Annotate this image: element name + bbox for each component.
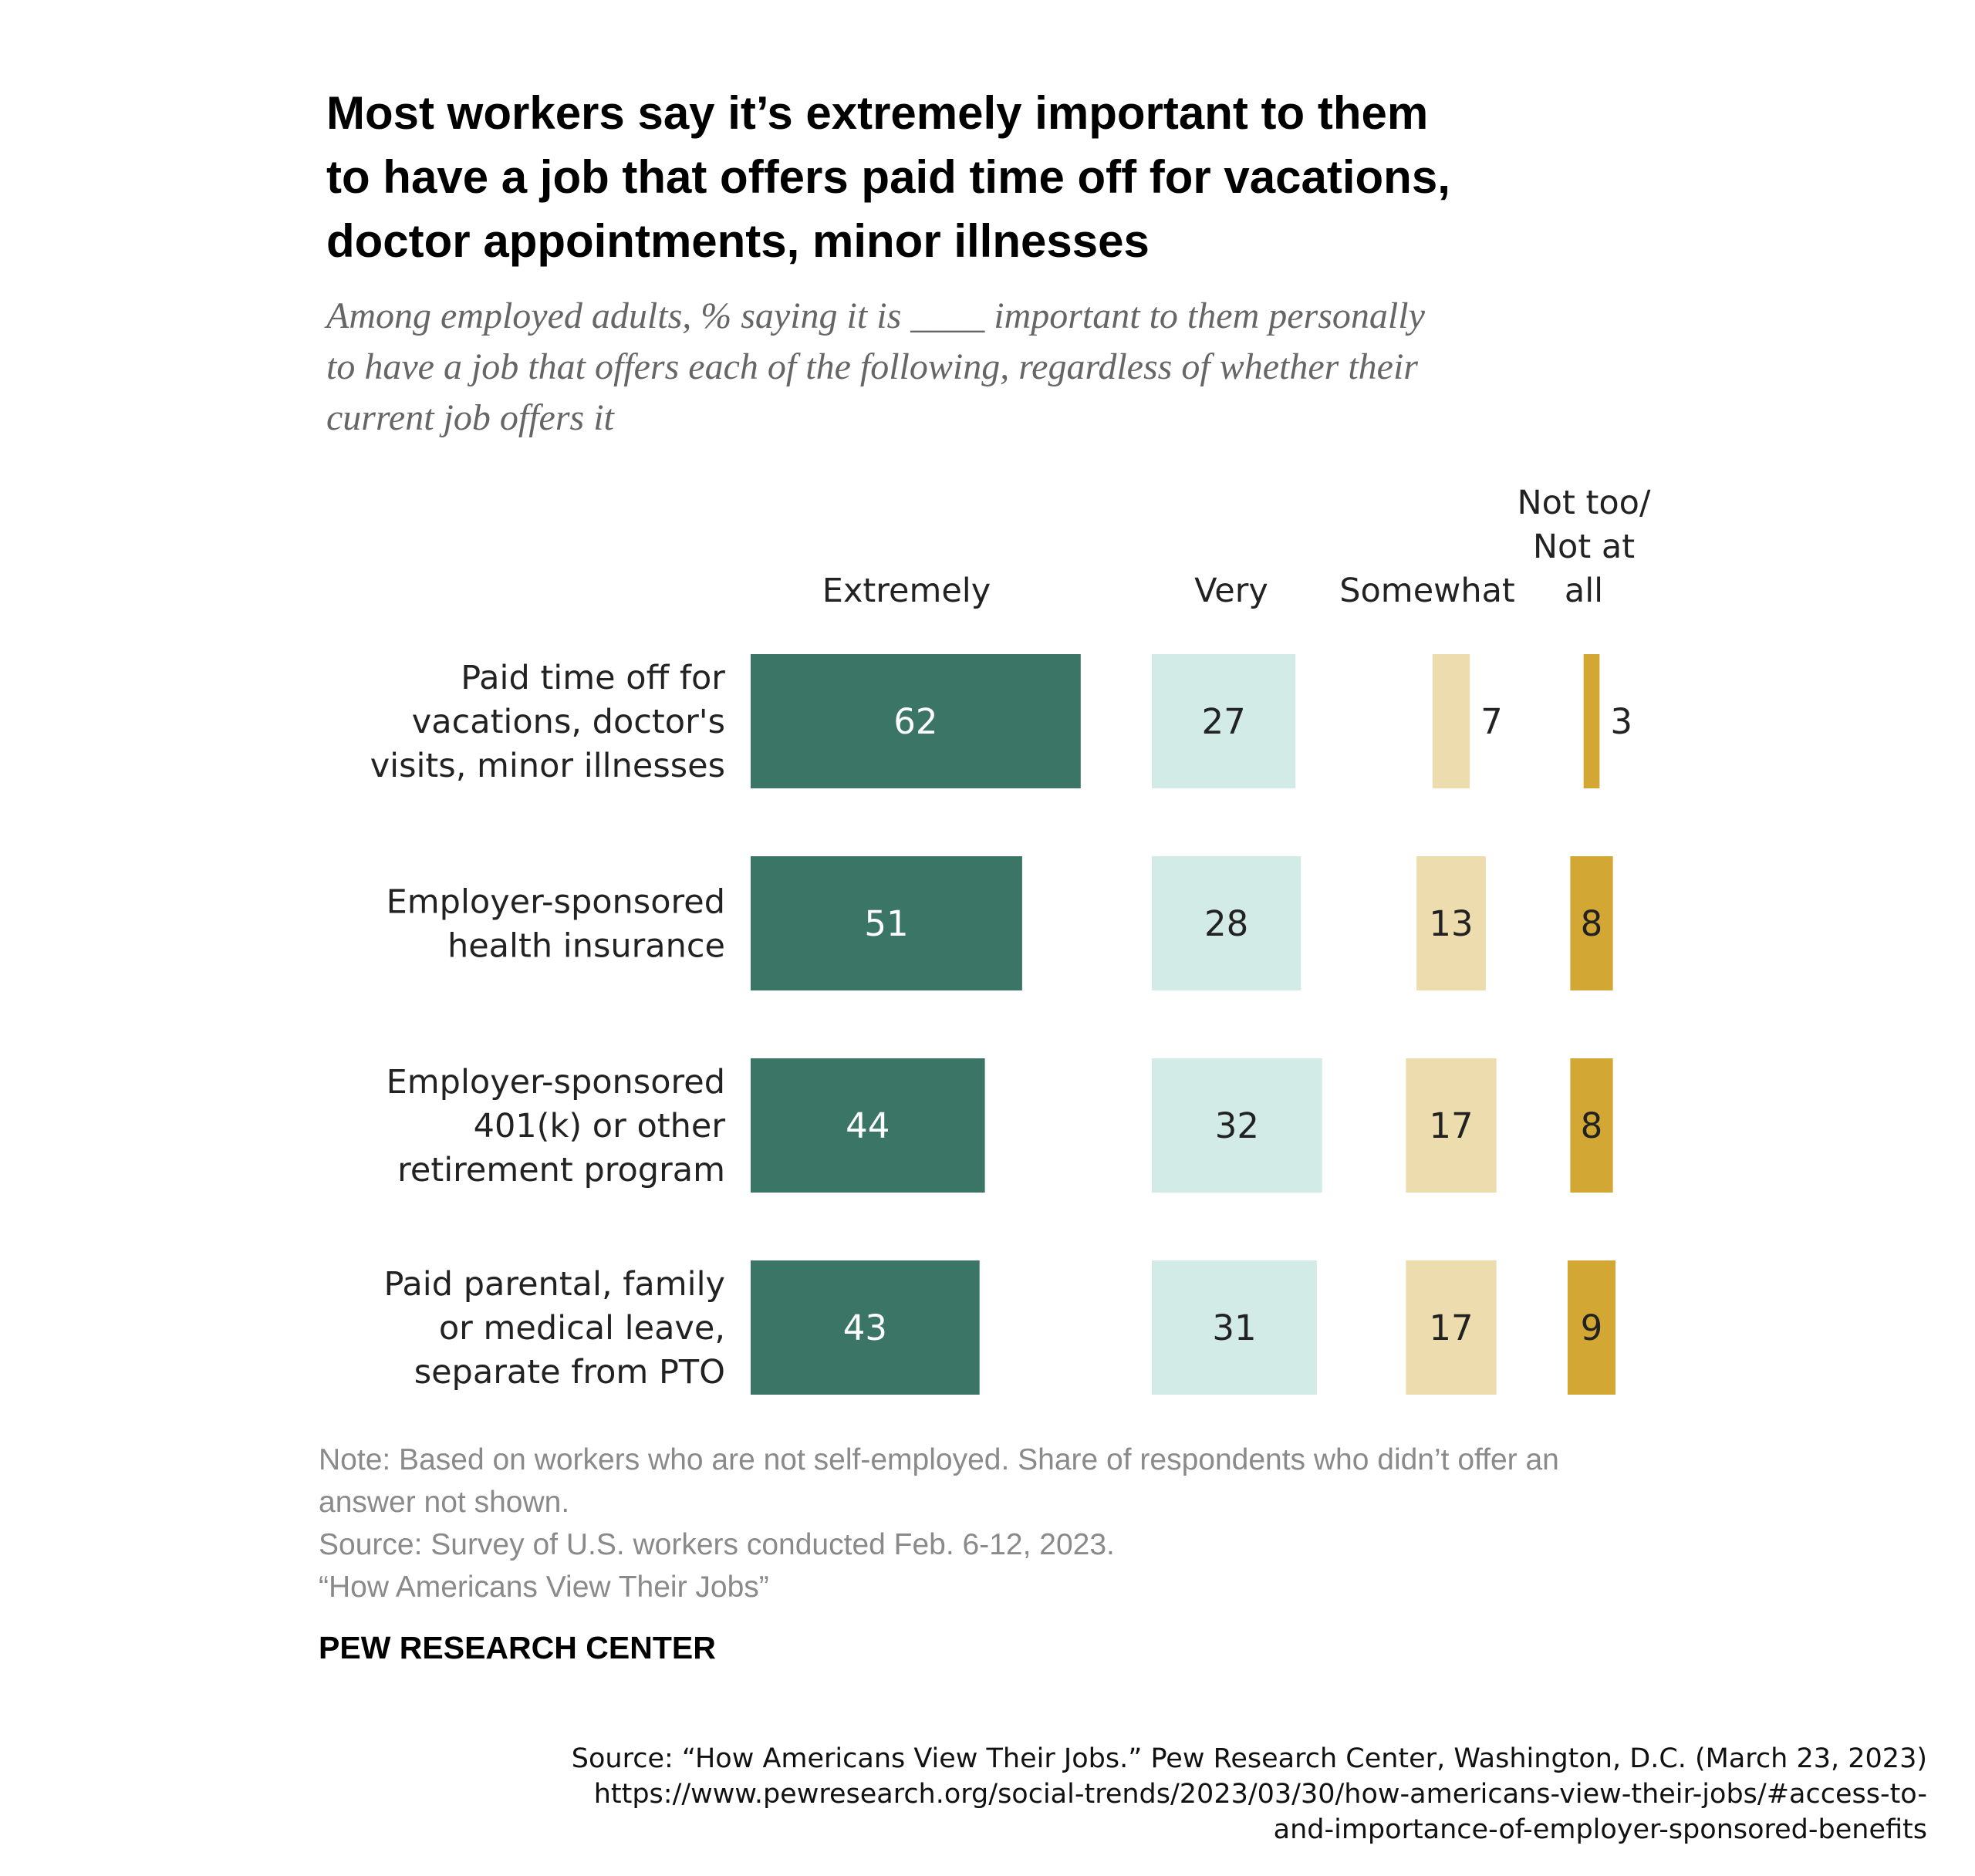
bar-extremely [751, 654, 1081, 788]
data-label: 8 [1581, 1105, 1603, 1146]
category-label: vacations, doctor's [412, 703, 725, 741]
source-line: Source: Survey of U.S. workers conducted… [319, 1528, 1115, 1561]
note-line: answer not shown. [319, 1486, 570, 1519]
data-label: 28 [1204, 903, 1248, 944]
data-label: 8 [1581, 903, 1603, 944]
bar-somewhat [1406, 1260, 1497, 1395]
chart-note: Note: Based on workers who are not self-… [319, 1439, 1707, 1608]
bar-very [1152, 1260, 1317, 1395]
category-label: Paid time off for [461, 659, 725, 697]
credit-line: Source: “How Americans View Their Jobs.”… [571, 1743, 1927, 1774]
data-label: 43 [843, 1307, 887, 1348]
credit-url-line[interactable]: https://www.pewresearch.org/social-trend… [593, 1779, 1927, 1810]
note-line: Note: Based on workers who are not self-… [319, 1443, 1559, 1476]
bar-very [1152, 856, 1301, 990]
data-label: 27 [1202, 701, 1246, 742]
bar-extremely [751, 1058, 985, 1193]
data-label: 51 [864, 903, 908, 944]
bar-somewhat [1406, 1058, 1497, 1193]
chart-title-line: to have a job that offers paid time off … [326, 151, 1450, 203]
bar-extremely [751, 856, 1022, 990]
category-label: health insurance [447, 927, 725, 966]
report-title-line: “How Americans View Their Jobs” [319, 1571, 769, 1604]
column-header-not-too-not-at-all: Not at [1533, 528, 1635, 566]
column-header-somewhat: Somewhat [1339, 572, 1515, 610]
data-label: 3 [1610, 701, 1632, 742]
data-label: 17 [1429, 1307, 1473, 1348]
data-label: 44 [846, 1105, 890, 1146]
column-header-very: Very [1194, 572, 1268, 610]
data-label: 17 [1429, 1105, 1473, 1146]
data-label: 9 [1581, 1307, 1603, 1348]
data-label: 62 [893, 701, 937, 742]
chart-subtitle-line: to have a job that offers each of the fo… [326, 346, 1418, 387]
brand-logo-text: PEW RESEARCH CENTER [319, 1630, 716, 1665]
column-header-not-too-not-at-all: all [1565, 572, 1603, 610]
category-label: retirement program [397, 1151, 725, 1189]
data-label: 32 [1215, 1105, 1259, 1146]
credit-url-line[interactable]: and-importance-of-employer-sponsored-ben… [1273, 1814, 1927, 1845]
data-label: 13 [1429, 903, 1473, 944]
column-header-extremely: Extremely [822, 572, 991, 610]
category-label: or medical leave, [439, 1309, 725, 1348]
chart-subtitle-line: current job offers it [326, 397, 614, 438]
chart-subtitle: Among employed adults, % saying it is __… [326, 291, 1715, 444]
source-credit: Source: “How Americans View Their Jobs.”… [384, 1741, 1927, 1847]
bar-not-too-not-at-all [1567, 1260, 1616, 1395]
chart-title-line: Most workers say it’s extremely importan… [326, 87, 1429, 139]
bar-extremely [751, 1260, 980, 1395]
bar-not-too-not-at-all [1583, 654, 1600, 788]
category-label: Employer-sponsored [387, 883, 725, 922]
bar-somewhat [1432, 654, 1470, 788]
category-label: separate from PTO [414, 1353, 725, 1392]
chart-title: Most workers say it’s extremely importan… [326, 81, 1638, 273]
column-header-not-too-not-at-all: Not too/ [1518, 484, 1651, 522]
bar-not-too-not-at-all [1570, 1058, 1613, 1193]
data-label: 7 [1480, 701, 1503, 742]
category-label: Paid parental, family [383, 1265, 725, 1304]
bar-very [1152, 1058, 1322, 1193]
bar-somewhat [1416, 856, 1486, 990]
chart-title-line: doctor appointments, minor illnesses [326, 215, 1150, 267]
category-label: visits, minor illnesses [370, 747, 725, 785]
data-label: 31 [1212, 1307, 1256, 1348]
bar-not-too-not-at-all [1570, 856, 1613, 990]
category-label: Employer-sponsored [387, 1063, 725, 1102]
chart-subtitle-line: Among employed adults, % saying it is __… [326, 295, 1425, 336]
category-label: 401(k) or other [474, 1107, 726, 1146]
bar-very [1152, 654, 1296, 788]
